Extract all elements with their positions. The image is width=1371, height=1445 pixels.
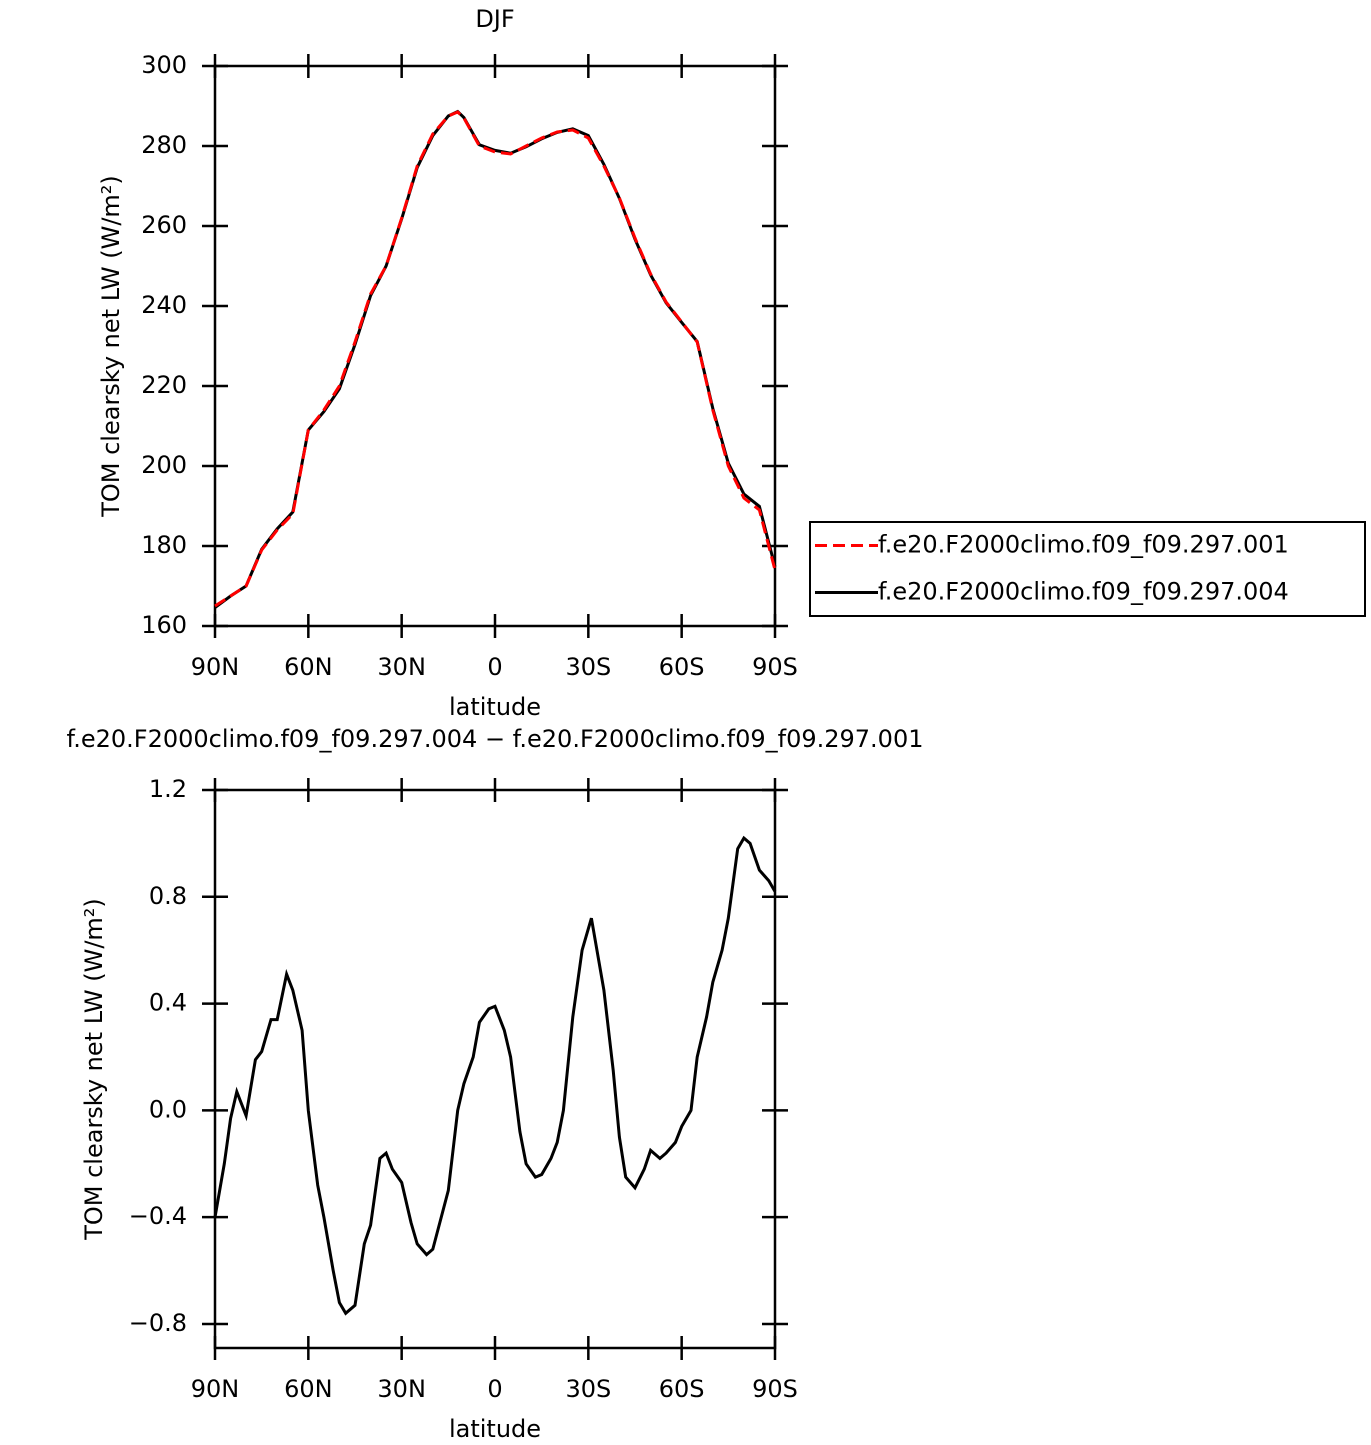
legend-label: f.e20.F2000climo.f09_f09.297.004 — [878, 578, 1289, 606]
y-tick-label: 260 — [141, 211, 187, 239]
x-tick-label: 30S — [565, 653, 611, 681]
x-tick-label: 60S — [659, 1375, 705, 1403]
y-tick-label: 220 — [141, 371, 187, 399]
chart-title: DJF — [475, 5, 514, 33]
x-tick-label: 30N — [377, 1375, 426, 1403]
series-line — [214, 109, 777, 609]
x-tick-label: 90S — [752, 653, 798, 681]
x-tick-label: 30S — [565, 1375, 611, 1403]
chart-title: f.e20.F2000climo.f09_f09.297.004 − f.e20… — [67, 725, 924, 753]
y-tick-label: 0.0 — [149, 1095, 187, 1123]
y-tick-label: 280 — [141, 131, 187, 159]
x-axis-label: latitude — [449, 1415, 541, 1443]
y-axis-label: TOM clearsky net LW (W/m²) — [80, 898, 108, 1241]
legend-box — [809, 521, 1366, 617]
x-tick-label: 0 — [487, 1375, 502, 1403]
y-tick-label: 0.4 — [149, 989, 187, 1017]
y-axis-label: TOM clearsky net LW (W/m²) — [97, 175, 125, 518]
x-axis-label: latitude — [449, 693, 541, 721]
y-tick-label: −0.8 — [129, 1309, 187, 1337]
series-line — [214, 110, 777, 608]
y-tick-label: 300 — [141, 51, 187, 79]
diff-line — [213, 835, 777, 1316]
plot-frame — [213, 788, 777, 1350]
x-tick-label: 90S — [752, 1375, 798, 1403]
legend-label: f.e20.F2000climo.f09_f09.297.001 — [878, 531, 1289, 559]
y-tick-label: 0.8 — [149, 882, 187, 910]
x-tick-label: 0 — [487, 653, 502, 681]
y-tick-label: 160 — [141, 611, 187, 639]
x-tick-label: 90N — [191, 1375, 240, 1403]
y-tick-label: 1.2 — [149, 775, 187, 803]
y-tick-label: −0.4 — [129, 1202, 187, 1230]
y-tick-label: 240 — [141, 291, 187, 319]
y-tick-label: 200 — [141, 451, 187, 479]
x-tick-label: 30N — [377, 653, 426, 681]
x-tick-label: 60N — [284, 1375, 333, 1403]
x-tick-label: 60S — [659, 653, 705, 681]
y-tick-label: 180 — [141, 531, 187, 559]
x-tick-label: 90N — [191, 653, 240, 681]
x-tick-label: 60N — [284, 653, 333, 681]
